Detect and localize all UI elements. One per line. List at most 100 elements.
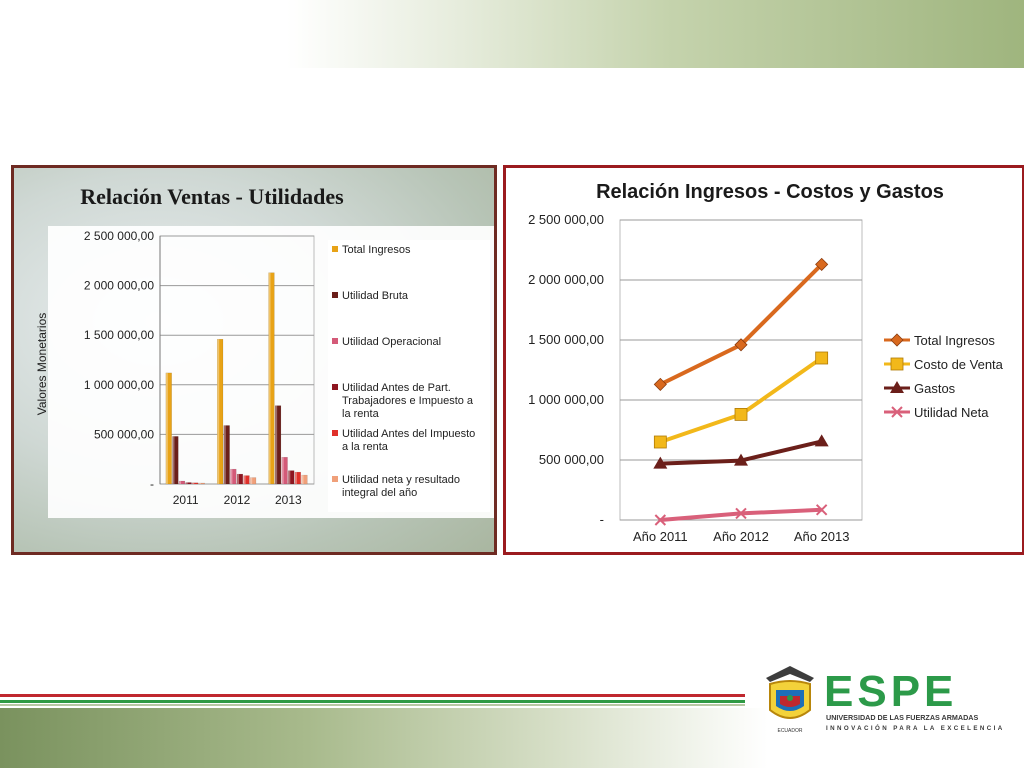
line-legend-marker	[891, 406, 903, 418]
espe-subtitle: UNIVERSIDAD DE LAS FUERZAS ARMADAS	[826, 713, 978, 722]
bar-y-tick-label: 2 500 000,00	[84, 229, 154, 243]
bar-legend-label: Utilidad Bruta	[342, 290, 409, 302]
line-point-1-1	[653, 377, 667, 391]
line-chart: Relación Ingresos - Costos y Gastos - 500…	[528, 181, 1004, 544]
line-point-3-2	[734, 453, 748, 466]
bar-5-2013	[294, 471, 301, 485]
bar-highlight	[294, 472, 297, 484]
espe-seal-icon: ECUADOR	[766, 666, 814, 734]
bar-3-2013	[281, 457, 288, 485]
bar-highlight	[165, 372, 168, 484]
left-chart-panel: Relación Ventas - Utilidades Valores Mon…	[11, 165, 498, 555]
bar-legend-label: Utilidad Antes del Impuesto a la renta	[342, 428, 475, 453]
bar-5-2012	[243, 475, 250, 485]
bar-legend-label: Utilidad Operacional	[342, 336, 441, 348]
bar-highlight	[237, 474, 239, 484]
bar-6-2013	[301, 474, 308, 485]
bar-x-tick-label: 2013	[275, 493, 302, 507]
bar-highlight	[281, 457, 284, 484]
light-green-divider-stripe	[0, 704, 745, 706]
bar-highlight	[250, 477, 253, 484]
bar-chart-y-axis-label: Valores Monetarios	[35, 313, 49, 416]
line-series-1	[659, 262, 824, 387]
line-legend-marker	[890, 357, 904, 371]
bar-y-tick-label: -	[150, 477, 154, 491]
line-legend-marker	[890, 333, 904, 347]
bar-chart: Relación Ventas - Utilidades Valores Mon…	[35, 184, 498, 518]
line-y-tick-label: -	[600, 512, 604, 527]
bar-legend-swatch	[332, 246, 338, 252]
bar-highlight	[223, 425, 226, 484]
line-legend-label: Utilidad Neta	[914, 405, 989, 420]
bar-1-2011	[165, 372, 172, 485]
bar-3-2012	[230, 468, 237, 485]
bar-6-2011	[198, 482, 205, 485]
line-point-4-3	[815, 504, 828, 516]
line-x-tick-label: Año 2011	[633, 529, 688, 544]
line-point-2-1	[653, 435, 667, 449]
line-chart-title: Relación Ingresos - Costos y Gastos	[596, 181, 944, 203]
bar-highlight	[268, 272, 271, 484]
line-y-tick-label: 1 500 000,00	[528, 332, 604, 347]
line-legend-marker	[890, 381, 904, 393]
bar-legend-swatch	[332, 384, 338, 390]
bar-highlight	[192, 482, 195, 484]
espe-tagline: INNOVACIÓN PARA LA EXCELENCIA	[826, 724, 1005, 732]
bar-6-2012	[249, 477, 257, 485]
bar-legend-swatch	[332, 338, 338, 344]
espe-wordmark: ESPE	[824, 667, 957, 716]
bar-x-tick-label: 2012	[224, 493, 251, 507]
line-point-3-3	[814, 434, 829, 447]
bar-legend-label: Total Ingresos	[342, 244, 411, 256]
espe-logo-graphic: ECUADOR ESPE UNIVERSIDAD DE LAS FUERZAS …	[766, 666, 1005, 734]
line-series-4	[660, 507, 822, 522]
bar-4-2013	[288, 470, 295, 485]
bar-highlight	[172, 436, 175, 484]
line-point-4-1	[654, 514, 667, 526]
bar-highlight	[230, 469, 233, 484]
line-y-tick-label: 500 000,00	[539, 452, 604, 467]
bar-highlight	[185, 482, 188, 484]
line-y-tick-label: 2 000 000,00	[528, 272, 604, 287]
bar-2-2013	[274, 405, 282, 485]
bottom-decorative-band	[0, 708, 1024, 768]
bar-4-2012	[236, 473, 244, 485]
bar-legend-background	[328, 240, 490, 512]
line-y-tick-label: 2 500 000,00	[528, 212, 604, 227]
bar-highlight	[275, 405, 278, 484]
top-decorative-band	[0, 0, 1024, 68]
bar-legend-label: Utilidad Antes de Part. Trabajadores e Im…	[342, 382, 474, 420]
bar-5-2011	[192, 482, 199, 485]
bar-3-2011	[178, 480, 186, 485]
bar-highlight	[217, 339, 220, 484]
green-divider-stripe	[0, 700, 745, 703]
bar-chart-title: Relación Ventas - Utilidades	[80, 184, 344, 209]
line-x-tick-label: Año 2012	[713, 529, 769, 544]
bar-4-2011	[185, 482, 192, 485]
bar-legend-swatch	[332, 292, 338, 298]
line-point-2-3	[815, 351, 829, 365]
bar-x-tick-label: 2011	[173, 493, 199, 507]
line-x-tick-label: Año 2013	[794, 529, 850, 544]
right-chart-panel: Relación Ingresos - Costos y Gastos - 500…	[503, 165, 1024, 555]
bar-1-2012	[216, 338, 224, 485]
bar-2-2012	[223, 425, 230, 485]
line-y-tick-label: 1 000 000,00	[528, 392, 604, 407]
bar-highlight	[179, 481, 182, 484]
bar-2-2011	[172, 436, 179, 485]
bar-legend-swatch	[332, 476, 338, 482]
bar-y-tick-label: 1 500 000,00	[84, 328, 154, 342]
bar-y-tick-label: 2 000 000,00	[84, 279, 154, 293]
bar-highlight	[243, 475, 246, 484]
bar-highlight	[198, 483, 201, 484]
line-point-4-2	[735, 507, 747, 520]
line-point-2-2	[734, 407, 748, 421]
line-legend-label: Costo de Venta	[914, 357, 1004, 372]
line-legend-label: Gastos	[914, 381, 956, 396]
line-point-3-1	[653, 456, 668, 469]
bar-highlight	[288, 470, 291, 484]
espe-logo: ECUADOR ESPE UNIVERSIDAD DE LAS FUERZAS …	[760, 660, 1010, 738]
red-divider-stripe	[0, 694, 745, 697]
bar-y-tick-label: 1 000 000,00	[84, 378, 154, 392]
bar-legend-label: Utilidad neta y resultado integral del añ…	[342, 474, 460, 499]
